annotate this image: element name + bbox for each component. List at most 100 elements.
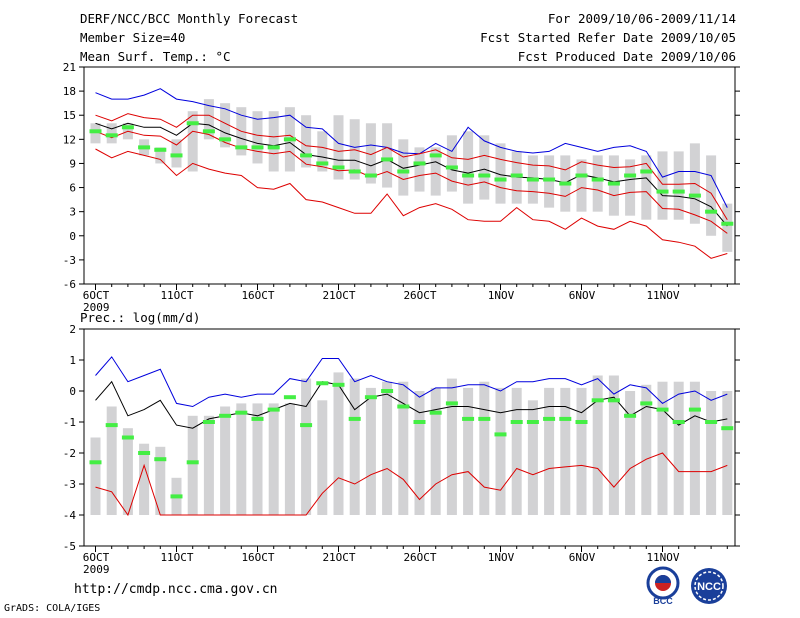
temp-median-mark [494,177,507,182]
temp-median-mark [348,169,361,174]
temp-y-tick-label: -6 [63,278,76,291]
temp-median-mark [510,173,523,178]
temp-median-mark [591,177,604,182]
temp-median-mark [267,145,280,150]
prec-line-ensemble-mean [95,380,728,429]
prec-spread-box [722,391,733,515]
chart-title: DERF/NCC/BCC Monthly Forecast [80,11,299,26]
temp-y-tick-label: 6 [69,182,76,195]
temp-spread-box [641,155,652,220]
prec-spread-box [657,381,668,515]
temp-median-mark [462,173,475,178]
temp-y-tick-label: 21 [63,61,76,74]
temp-spread-box [608,155,619,216]
temp-spread-box [252,111,263,164]
temp-x-tick-label: 26OCT [403,289,436,302]
temp-spread-box [317,131,328,172]
prec-spread-box [268,403,279,515]
temp-y-tick-label: 0 [69,230,76,243]
temp-spread-box [430,147,441,196]
temp-median-mark [105,133,118,138]
temp-median-mark [235,145,248,150]
temp-x-tick-label: 16OCT [241,289,274,302]
temp-spread-box [576,159,587,212]
prec-median-mark [607,398,620,403]
temp-spread-box [301,115,312,168]
bcc-logo: BCC [643,566,683,606]
temp-line-ensemble-mean [95,122,728,227]
prec-median-mark [170,494,183,499]
prec-x-tick-label: 16OCT [241,551,274,564]
prec-median-mark [186,460,199,465]
prec-line-upper [95,356,728,408]
temp-y-tick-label: 12 [63,133,76,146]
temp-x-tick-label: 1NOV [488,289,515,302]
temp-x-tick-label: 11OCT [160,289,193,302]
prec-median-mark [283,395,296,400]
prec-spread-box [592,375,603,515]
prec-median-mark [429,410,442,415]
prec-x-tick-label: 11NOV [646,551,679,564]
temp-median-mark [656,189,669,194]
prec-spread-box [317,400,328,515]
temp-y-tick-label: 18 [63,85,76,98]
prec-spread-box [446,378,457,515]
prec-spread-box [430,387,441,515]
prec-median-mark [364,395,377,400]
prec-spread-box [673,381,684,515]
prec-median-mark [672,420,685,424]
temp-median-mark [688,193,701,198]
prec-median-mark [721,426,734,431]
prec-median-mark [510,420,523,424]
temp-spread-box [365,123,376,184]
prec-spread-box [560,387,571,515]
prec-median-mark [235,410,248,415]
prec-median-mark [219,413,232,418]
prec-year-label: 2009 [83,563,110,576]
prec-spread-box [155,446,166,515]
prec-line-lower [95,452,728,517]
temp-median-mark [364,173,377,178]
temp-median-mark [316,161,329,166]
prec-spread-box [220,406,231,515]
temp-spread-box [673,151,684,220]
temp-spread-box [446,135,457,192]
prec-spread-box [122,428,133,515]
temp-spread-box [90,123,101,144]
temp-median-mark [283,137,296,142]
prec-x-tick-label: 1NOV [488,551,515,564]
temp-median-mark [478,173,491,178]
prec-spread-box [365,387,376,515]
temp-spread-box [625,159,636,216]
temp-spread-box [463,131,474,204]
website-url[interactable]: http://cmdp.ncc.cma.gov.cn [74,582,278,597]
prec-median-mark [154,457,167,462]
prec-y-tick-label: -5 [63,540,76,553]
prec-spread-box [495,387,506,515]
temp-median-mark [559,181,572,186]
prec-median-mark [202,420,215,424]
temp-line-upper [95,88,728,208]
prec-x-tick-label: 26OCT [403,551,436,564]
temp-panel [79,66,740,290]
temp-spread-box [544,155,555,208]
prec-median-mark [640,401,653,406]
prec-y-tick-label: -3 [63,478,76,491]
ncc-logo-text: NCC [697,581,721,593]
prec-y-tick-label: -1 [63,416,76,429]
temp-median-mark [640,169,653,174]
temp-median-mark [526,177,539,182]
temp-y-tick-label: 9 [69,157,76,170]
temp-spread-box [171,139,182,168]
temp-spread-box [187,111,198,172]
temp-median-mark [170,153,183,158]
prec-spread-box [90,437,101,515]
ncc-logo: NCC [687,566,731,606]
prec-spread-box [463,387,474,515]
prec-spread-box [706,391,717,515]
temp-x-tick-label: 11NOV [646,289,679,302]
prec-median-mark [624,413,637,418]
temp-median-mark [381,157,394,162]
prec-y-tick-label: -4 [63,509,77,522]
temp-spread-box [495,143,506,204]
